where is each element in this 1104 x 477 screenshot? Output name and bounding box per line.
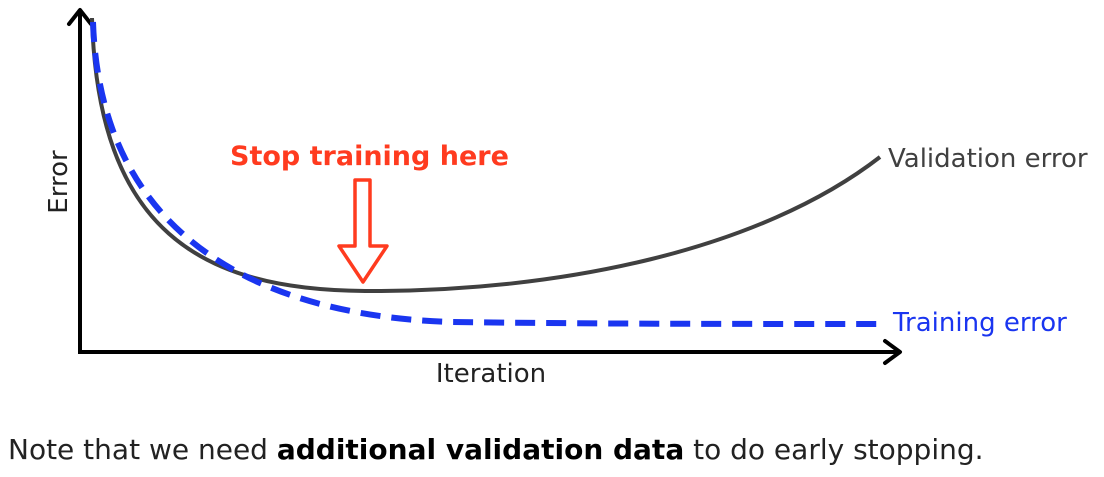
early-stopping-chart: Iteration Error Validation error Trainin…: [44, 8, 1088, 389]
note-text-end: to do early stopping.: [684, 433, 984, 466]
note-text-start: Note that we need: [8, 433, 277, 466]
note-bold-text: additional validation data: [276, 433, 685, 466]
early-stopping-note: Note that we need additional validation …: [8, 433, 984, 466]
y-axis-label: Error: [44, 150, 74, 214]
validation-error-label: Validation error: [888, 144, 1088, 174]
y-axis-arrowhead: [67, 8, 93, 26]
training-error-line: [90, 21, 881, 327]
training-error-label: Training error: [892, 308, 1067, 338]
stop-training-arrow: [337, 178, 389, 284]
validation-error-line: [90, 17, 882, 294]
x-axis-label: Iteration: [436, 359, 546, 389]
x-axis-arrowhead: [883, 339, 902, 365]
stop-training-annotation: Stop training here: [230, 141, 509, 172]
